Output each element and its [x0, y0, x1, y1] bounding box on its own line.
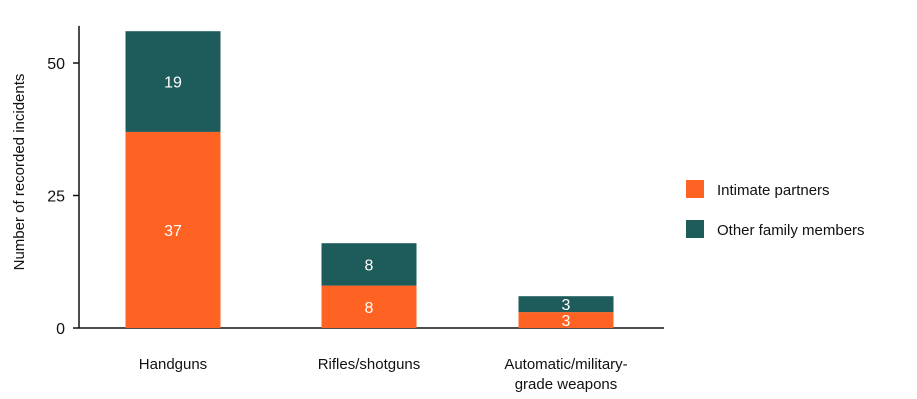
- bar-segment-other-family: [321, 243, 417, 286]
- y-axis-title: Number of recorded incidents: [11, 74, 28, 271]
- x-category-label-line: Handguns: [139, 356, 207, 373]
- y-tick-label: 0: [56, 321, 65, 338]
- bar-segment-intimate-partners: [125, 131, 221, 328]
- x-category-label: Automatic/military-grade weapons: [504, 356, 627, 393]
- data-label: 19: [164, 75, 182, 92]
- bar-segment-other-family: [518, 296, 614, 313]
- bar-segment-intimate-partners: [321, 285, 417, 328]
- legend-swatch: [686, 180, 704, 198]
- data-label: 37: [164, 223, 182, 240]
- bar-segment-other-family: [125, 31, 221, 132]
- x-category-label: Rifles/shotguns: [318, 356, 421, 373]
- x-category-label: Handguns: [139, 356, 207, 373]
- x-category-label-line: Automatic/military-: [504, 356, 627, 373]
- plot-area: 0 25 50 37 19 Handguns 8 8 Rifles/shotguns 33 Auto…: [47, 25, 664, 393]
- legend-label: Intimate partners: [717, 182, 830, 199]
- legend-label: Other family members: [717, 222, 865, 239]
- x-category-label-line: Rifles/shotguns: [318, 356, 421, 373]
- data-label: 8: [365, 257, 374, 274]
- y-tick-label: 50: [47, 56, 65, 73]
- data-label: 3: [562, 313, 571, 330]
- legend-swatch: [686, 220, 704, 238]
- bar-segment-intimate-partners: [518, 312, 614, 328]
- y-tick-label: 25: [47, 189, 65, 206]
- data-label: 8: [365, 300, 374, 317]
- legend: Intimate partners Other family members: [686, 180, 865, 239]
- x-category-label-line: grade weapons: [515, 376, 618, 393]
- data-label: 3: [562, 297, 571, 314]
